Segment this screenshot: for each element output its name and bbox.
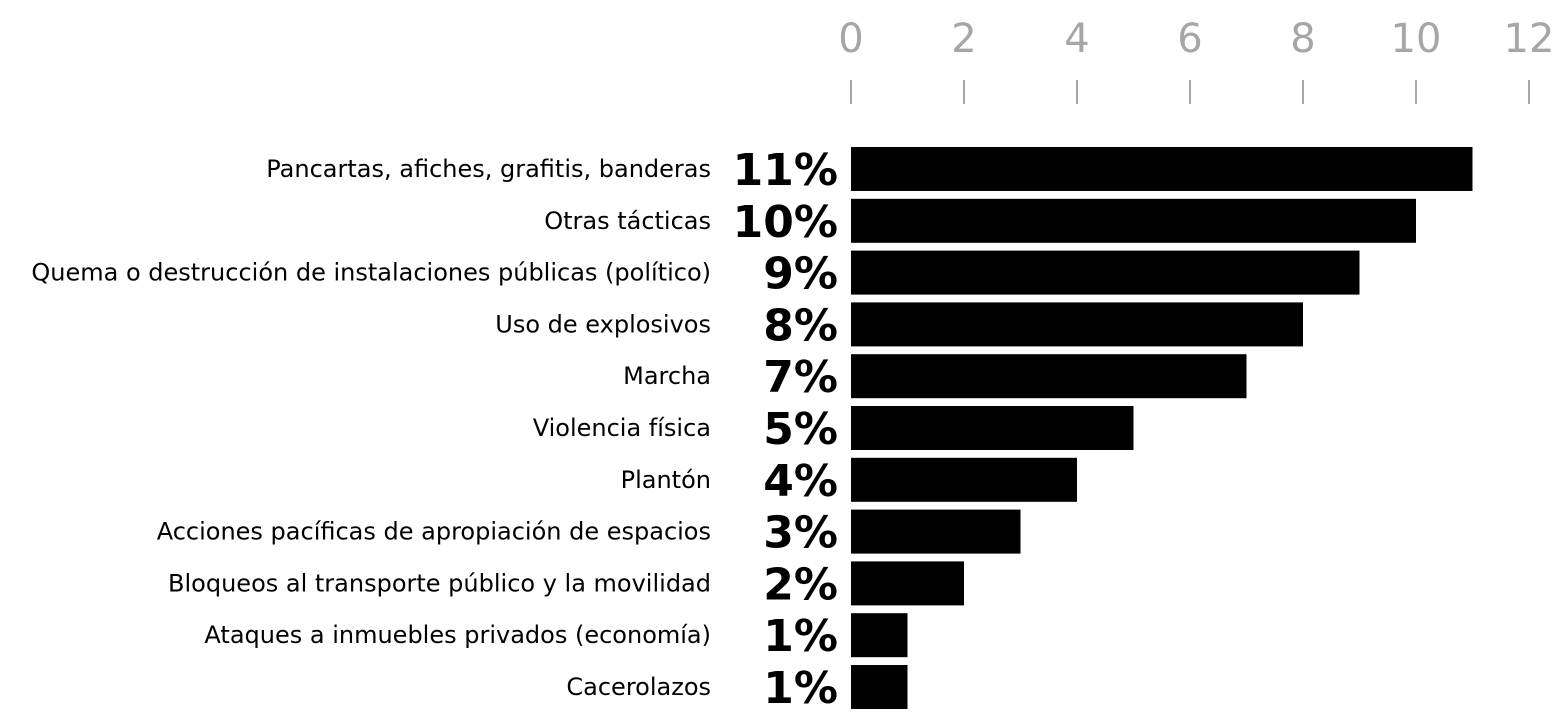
bar (851, 613, 908, 658)
value-label: 11% (733, 145, 838, 196)
x-tick-label: 0 (838, 16, 863, 62)
category-label: Cacerolazos (566, 673, 711, 701)
value-labels: 11%10%9%8%7%5%4%3%2%1%1% (733, 145, 838, 714)
category-label: Plantón (621, 466, 711, 494)
x-tick-label: 2 (951, 16, 976, 62)
bar (851, 250, 1360, 295)
bars (851, 147, 1473, 709)
bar (851, 561, 964, 606)
bar (851, 147, 1473, 191)
bar (851, 198, 1416, 243)
bar (851, 509, 1021, 554)
category-labels: Pancartas, afiches, grafitis, banderas Ot… (31, 155, 711, 701)
value-label: 3% (763, 508, 838, 559)
x-tick-label: 4 (1064, 16, 1089, 62)
category-label: Quema o destrucción de instalaciones púb… (31, 259, 711, 287)
bar (851, 457, 1077, 502)
value-label: 2% (763, 559, 838, 610)
value-label: 10% (733, 197, 838, 248)
bar (851, 406, 1134, 450)
category-label: Ataques a inmuebles privados (economía) (204, 621, 711, 649)
bar (851, 354, 1247, 399)
x-axis: 0 2 4 6 8 10 12 (838, 16, 1554, 104)
value-label: 9% (763, 249, 838, 300)
bar (851, 302, 1303, 347)
value-label: 1% (763, 611, 838, 662)
category-label: Violencia física (533, 414, 711, 442)
value-label: 1% (763, 663, 838, 714)
category-label: Otras tácticas (544, 207, 711, 235)
category-label: Acciones pacíficas de apropiación de esp… (157, 518, 711, 546)
category-label: Uso de explosivos (495, 310, 711, 338)
category-label: Marcha (623, 362, 711, 390)
category-label: Bloqueos al transporte público y la movi… (168, 569, 711, 597)
bar (851, 665, 908, 709)
value-label: 4% (763, 456, 838, 507)
value-label: 8% (763, 300, 838, 351)
x-tick-label: 12 (1504, 16, 1555, 62)
x-tick-label: 8 (1290, 16, 1315, 62)
value-label: 7% (763, 352, 838, 403)
x-tick-label: 10 (1391, 16, 1442, 62)
x-tick-label: 6 (1177, 16, 1202, 62)
category-label: Pancartas, afiches, grafitis, banderas (266, 155, 711, 183)
value-label: 5% (763, 404, 838, 455)
